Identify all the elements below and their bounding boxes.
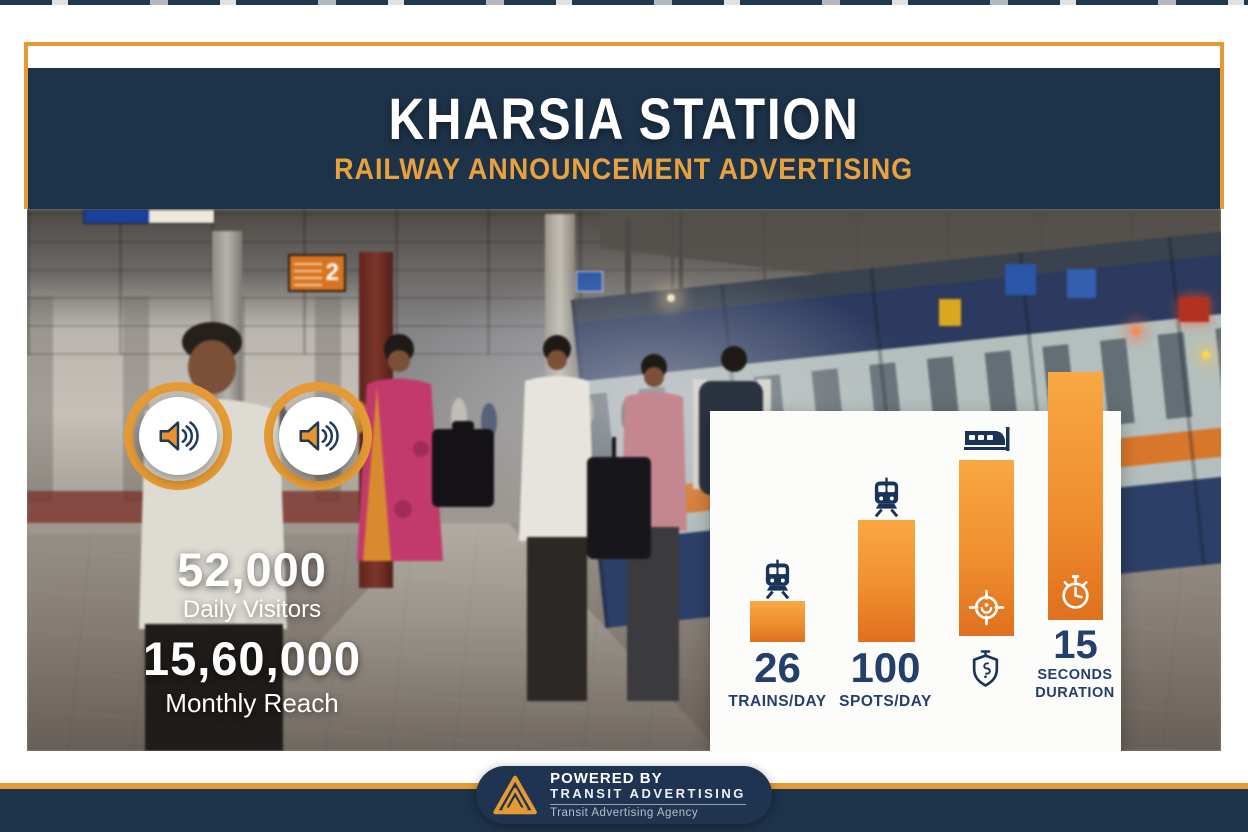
frame-white-strip [28,46,1220,68]
speaker-icon [299,421,339,451]
red-signboard [1179,297,1209,322]
blue-signboard [1067,269,1096,298]
audio-badge-disc [279,397,357,475]
trains-per-day-value: 26 [754,644,801,691]
reach-stats: 52,000 Daily Visitors 15,60,000 Monthly … [67,545,437,729]
monthly-reach-value: 15,60,000 [142,632,362,686]
led-board-text-lines [294,260,322,286]
speaker-icon [159,421,199,451]
brand-name: TRANSIT ADVERTISING [550,786,746,805]
station-title: KHARSIA STATION [347,91,901,149]
display-board-white [149,210,214,223]
display-board [83,209,215,224]
bar-spots-per-day [858,520,915,642]
spots-per-day-label: SPOTS/DAY [839,693,932,710]
platform-number: 2 [325,259,339,286]
agency-tagline: Transit Advertising Agency [550,806,699,819]
shield-icon [972,650,999,687]
monthly-reach-label: Monthly Reach [165,687,339,718]
announcement-audio-badge [124,382,232,490]
header-frame: KHARSIA STATION RAILWAY ANNOUNCEMENT ADV… [24,42,1224,209]
train-side-icon [964,427,1010,451]
station-title-text: KHARSIA STATION [388,87,860,152]
top-dashed-strip [0,0,1248,5]
led-platform-board: 2 [288,254,346,292]
duration-value: 15 [1053,623,1098,667]
powered-by-label: POWERED BY [550,769,663,787]
duration-label-line1: SECONDS [1037,667,1113,683]
person-silhouette [357,334,443,561]
yellow-signboard [939,299,961,326]
signal-light [1132,327,1140,335]
powered-by-badge: POWERED BY TRANSIT ADVERTISING Transit A… [476,766,772,824]
transit-advertising-logo-icon [493,775,537,815]
bar-trains-per-day [750,601,805,642]
spots-per-day-value: 100 [850,644,921,691]
blue-signboard [1005,264,1036,295]
stats-panel: 26 TRAINS/DAY 100 SPOTS/DAY 15 SECONDS D… [710,372,1121,751]
train-front-icon [874,477,899,517]
daily-visitors-value: 52,000 [177,543,327,596]
station-photo: 2 [27,209,1221,751]
person-silhouette [432,335,595,701]
audio-badge-disc [139,397,217,475]
header-subtitle: RAILWAY ANNOUNCEMENT ADVERTISING [302,153,945,186]
signal-light [1202,351,1210,359]
announcement-audio-badge [264,382,372,490]
target-icon [968,589,1005,626]
header-subtitle-text: RAILWAY ANNOUNCEMENT ADVERTISING [334,153,914,186]
powered-by-text-block: POWERED BY TRANSIT ADVERTISING Transit A… [550,770,746,820]
duration-label-line2: DURATION [1035,685,1115,701]
train-front-icon [765,559,790,599]
trains-per-day-label: TRAINS/DAY [728,693,827,710]
daily-visitors-label: Daily Visitors [182,596,322,624]
person-silhouette [587,354,687,701]
header-banner: KHARSIA STATION RAILWAY ANNOUNCEMENT ADV… [28,68,1220,209]
display-board-blue [84,210,149,223]
stopwatch-icon [1062,575,1089,609]
